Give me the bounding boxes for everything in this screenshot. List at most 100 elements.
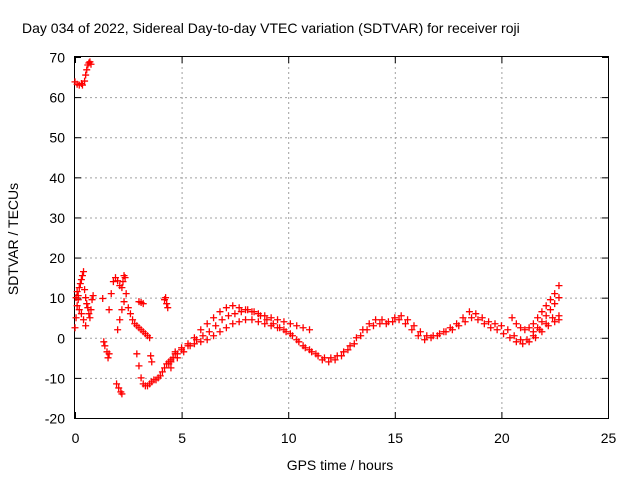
data-point	[459, 314, 467, 322]
data-point	[369, 322, 377, 330]
data-point	[225, 312, 233, 320]
data-point	[506, 334, 514, 342]
data-point	[352, 334, 360, 342]
axis-ticks	[75, 57, 609, 419]
data-point	[193, 336, 201, 344]
data-point	[82, 71, 90, 79]
data-point	[274, 324, 282, 332]
data-point	[372, 316, 380, 324]
series-trace-lower	[171, 308, 563, 366]
data-point	[178, 344, 186, 352]
data-point	[212, 322, 220, 330]
data-point	[129, 316, 137, 324]
data-point	[72, 314, 80, 322]
data-point	[468, 314, 476, 322]
data-point	[121, 274, 129, 282]
data-point	[267, 322, 275, 330]
data-point	[325, 358, 333, 366]
data-point	[237, 308, 245, 316]
data-point	[118, 390, 126, 398]
data-point	[87, 306, 95, 314]
data-point	[126, 310, 134, 318]
data-point	[408, 326, 416, 334]
y-tick-label: 10	[49, 290, 65, 306]
data-point	[306, 346, 314, 354]
data-point	[75, 306, 83, 314]
data-point	[242, 316, 250, 324]
data-point	[250, 308, 258, 316]
data-point	[137, 374, 145, 382]
data-point	[83, 66, 91, 74]
y-tick-label: 30	[49, 210, 65, 226]
data-point	[147, 352, 155, 360]
data-point	[274, 316, 282, 324]
data-point	[331, 356, 339, 364]
data-point	[487, 324, 495, 332]
data-point	[338, 352, 345, 360]
data-point	[256, 312, 264, 320]
data-point	[397, 312, 405, 320]
y-tick-label: 0	[57, 330, 65, 346]
data-point	[551, 290, 559, 298]
data-point	[478, 314, 486, 322]
y-tick-labels: -20 -10 0 10 20 30 40 50 60 70	[45, 50, 65, 427]
data-point	[113, 380, 121, 388]
data-point	[109, 278, 117, 286]
data-point	[534, 314, 542, 322]
data-point	[261, 320, 269, 328]
data-point	[139, 300, 147, 308]
data-point	[555, 282, 563, 290]
data-point	[115, 384, 123, 392]
y-tick-label: 60	[49, 90, 65, 106]
data-point	[521, 326, 529, 334]
data-point	[73, 302, 81, 310]
data-point	[163, 300, 171, 308]
data-point	[299, 342, 307, 350]
data-point	[529, 328, 537, 336]
data-point	[433, 332, 441, 340]
data-point	[286, 330, 294, 338]
series-scattered	[135, 294, 175, 372]
data-point	[340, 348, 348, 356]
data-point	[81, 286, 89, 294]
data-point	[114, 277, 122, 285]
data-point	[244, 306, 252, 314]
plot-frame	[74, 56, 609, 419]
data-point	[427, 334, 435, 342]
data-point	[538, 318, 546, 326]
data-point	[517, 336, 525, 344]
data-point	[99, 294, 107, 302]
data-point	[104, 354, 112, 362]
data-point	[534, 324, 542, 332]
data-point	[376, 320, 384, 328]
data-point	[210, 332, 218, 340]
data-point	[229, 302, 237, 310]
data-point	[197, 326, 205, 334]
data-point	[118, 306, 126, 314]
x-tick-labels: 0 5 10 15 20 25	[72, 430, 617, 446]
data-point	[116, 316, 124, 324]
data-point	[148, 358, 156, 366]
data-point	[105, 306, 113, 314]
data-point	[363, 326, 371, 334]
data-point	[171, 348, 179, 356]
data-point	[248, 316, 256, 324]
data-point	[105, 350, 113, 358]
series-early-high	[71, 58, 95, 89]
data-point	[312, 350, 320, 358]
data-point	[465, 308, 473, 316]
series-trace-mid	[167, 306, 563, 366]
data-point	[299, 324, 307, 332]
y-tick-label: -10	[45, 370, 65, 386]
data-point	[86, 314, 94, 322]
data-point	[555, 294, 563, 302]
series-arc-a	[105, 272, 129, 314]
data-point	[549, 314, 557, 322]
data-point	[491, 320, 499, 328]
series-first-dip	[99, 294, 113, 362]
data-point	[293, 336, 301, 344]
data-point	[210, 314, 218, 322]
data-point	[216, 308, 224, 316]
data-point	[89, 292, 97, 300]
data-point	[124, 304, 132, 312]
